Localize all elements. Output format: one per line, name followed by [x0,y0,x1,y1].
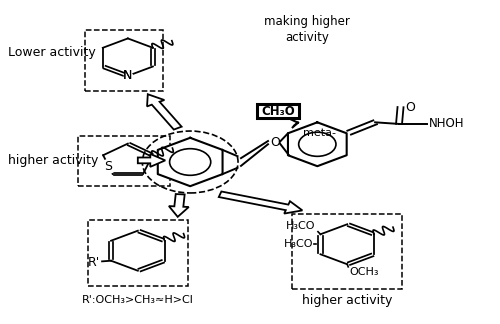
Text: H₃CO: H₃CO [286,221,316,231]
Polygon shape [219,191,302,214]
FancyBboxPatch shape [86,30,162,91]
Text: higher activity: higher activity [8,154,98,167]
Text: NHOH: NHOH [429,117,464,131]
Text: making higher
activity: making higher activity [264,15,350,44]
FancyBboxPatch shape [78,136,170,186]
Text: CH₃O: CH₃O [261,105,295,118]
Text: Lower activity: Lower activity [8,46,96,59]
FancyBboxPatch shape [88,220,188,286]
Polygon shape [147,94,182,130]
Text: N: N [123,69,132,82]
Text: S: S [104,160,112,173]
Text: N: N [123,69,132,82]
Text: O: O [270,136,280,149]
Polygon shape [158,138,222,186]
Polygon shape [169,194,189,217]
Text: higher activity: higher activity [302,294,392,307]
Text: H₃CO: H₃CO [284,239,314,249]
Polygon shape [138,154,165,167]
Polygon shape [288,122,346,166]
Text: OCH₃: OCH₃ [350,268,379,277]
Text: O: O [406,101,415,114]
FancyBboxPatch shape [292,214,402,289]
Text: meta-: meta- [304,129,336,138]
FancyBboxPatch shape [257,104,298,119]
Text: R': R' [88,256,100,269]
Text: R':OCH₃>CH₃≈H>Cl: R':OCH₃>CH₃≈H>Cl [82,295,194,305]
